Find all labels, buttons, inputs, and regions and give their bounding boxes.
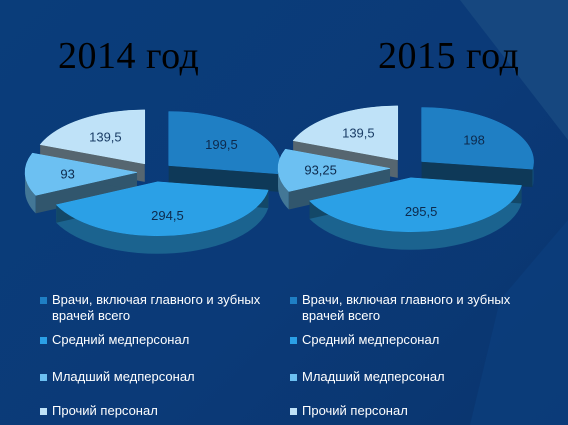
legend-label: Прочий персонал: [52, 403, 158, 418]
legend-item-junior-staff: Младший медперсонал: [290, 369, 550, 403]
pie-slice-side: [532, 161, 534, 188]
pie-slice-junior-staff: 93: [24, 152, 138, 214]
pie-1: 139,5 198 93,25 295,5: [277, 105, 534, 250]
pie-slice-top: [55, 181, 269, 237]
pie-slice-top: [292, 105, 399, 161]
legend-swatch: [290, 408, 297, 415]
pie-charts: 139,5 199,5 93 294,5 139,5 198 93,25 295,5: [24, 105, 534, 254]
pie-slice-nurses: 294,5: [55, 181, 269, 254]
pie-slice-top: [309, 177, 522, 233]
legend-swatch: [40, 297, 47, 304]
legend-swatch: [290, 374, 297, 381]
pie-slice-top: [24, 152, 138, 196]
legend-label: Врачи, включая главного и зубных врачей …: [52, 292, 261, 323]
pie-slice-top: [421, 107, 534, 170]
data-label: 93,25: [304, 163, 337, 178]
legend-label: Средний медперсонал: [52, 332, 190, 347]
pie-slice-doctors: 198: [421, 107, 534, 188]
chart-title-2014: 2014 год: [58, 35, 200, 77]
legend-item-other-staff: Прочий персонал: [290, 403, 550, 421]
legend-item-doctors: Врачи, включая главного и зубных врачей …: [40, 292, 300, 332]
legend-label: Младший медперсонал: [302, 369, 445, 384]
chart-title-2015: 2015 год: [378, 35, 520, 77]
pie-slice-side: [309, 185, 522, 250]
data-label: 198: [463, 133, 485, 148]
legend-item-junior-staff: Младший медперсонал: [40, 369, 300, 403]
legend-2014: Врачи, включая главного и зубных врачей …: [40, 292, 300, 421]
data-label: 93: [60, 167, 74, 182]
legend-swatch: [40, 408, 47, 415]
legend-swatch: [290, 337, 297, 344]
legend-item-nurses: Средний медперсонал: [40, 332, 300, 369]
legend-item-other-staff: Прочий персонал: [40, 403, 300, 421]
pie-slice-side: [56, 190, 269, 254]
legend-label: Прочий персонал: [302, 403, 408, 418]
legend-item-doctors: Врачи, включая главного и зубных врачей …: [290, 292, 550, 332]
legend-item-nurses: Средний медперсонал: [290, 332, 550, 369]
pie-slice-top: [277, 148, 391, 192]
data-label: 139,5: [342, 125, 375, 140]
legend-label: Средний медперсонал: [302, 332, 440, 347]
pie-slice-top: [39, 109, 146, 165]
data-label: 139,5: [89, 129, 122, 144]
legend-label: Врачи, включая главного и зубных врачей …: [302, 292, 511, 323]
pie-slice-doctors: 199,5: [168, 111, 281, 192]
data-label: 199,5: [205, 137, 238, 152]
pie-slice-side: [25, 172, 36, 214]
legend-swatch: [290, 297, 297, 304]
legend-2015: Врачи, включая главного и зубных врачей …: [290, 292, 550, 421]
legend-label: Младший медперсонал: [52, 369, 195, 384]
pie-slice-nurses: 295,5: [309, 177, 522, 250]
legend-swatch: [40, 374, 47, 381]
legend-swatch: [40, 337, 47, 344]
pie-0: 139,5 199,5 93 294,5: [24, 109, 281, 254]
pie-slice-junior-staff: 93,25: [277, 148, 391, 210]
data-label: 295,5: [405, 204, 438, 219]
pie-slice-side: [278, 168, 289, 210]
data-label: 294,5: [151, 208, 184, 223]
